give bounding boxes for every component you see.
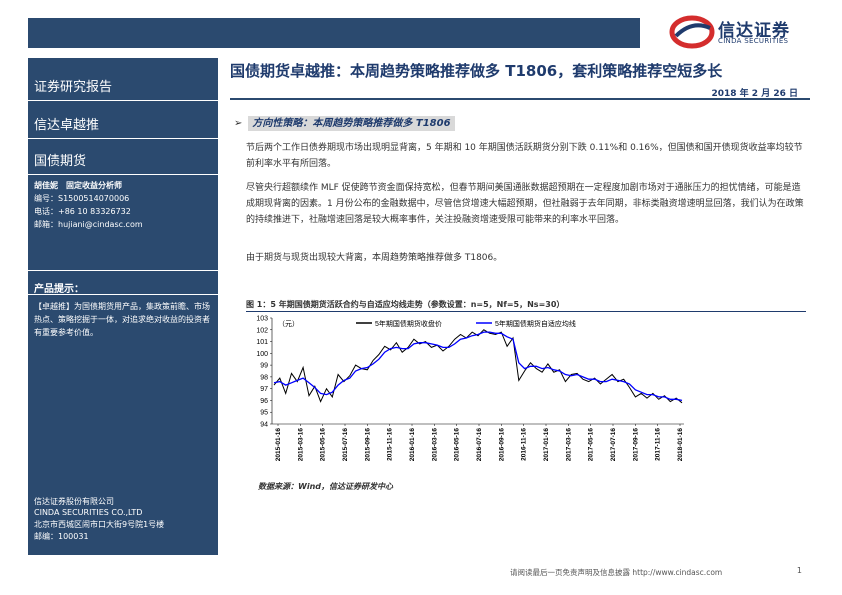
divider [28, 100, 218, 101]
arrow-icon: ➢ [234, 118, 243, 129]
divider [28, 174, 218, 175]
company-postcode: 邮编：100031 [34, 532, 89, 541]
company-address: 北京市西城区闹市口大街9号院1号楼 [34, 520, 165, 529]
x-tick-label: 2017-03-16 [565, 428, 572, 462]
y-tick-label: 99 [260, 363, 268, 370]
company-name-cn: 信达证券股份有限公司 [34, 497, 114, 506]
legend-label: 5年期国债期货收盘价 [375, 319, 442, 328]
y-tick-label: 97 [260, 386, 268, 393]
data-source: 数据来源：Wind，信达证券研发中心 [258, 482, 393, 491]
paragraph-2: 尽管央行超额续作 MLF 促使跨节资金面保持宽松，但春节期间美国通胀数据超预期在… [246, 183, 804, 225]
x-tick-label: 2016-11-16 [521, 428, 528, 461]
y-tick-label: 96 [260, 398, 268, 405]
brand-name: 信达证券 [718, 21, 790, 41]
section-heading: ➢ 方向性策略：本周趋势策略推荐做多 T1806 [234, 114, 455, 132]
x-tick-label: 2015-09-16 [364, 428, 371, 462]
header-bar [28, 18, 640, 48]
title-divider [230, 98, 810, 100]
y-tick-label: 94 [260, 422, 268, 429]
figure-title: 图 1：5 年期国债期货活跃合约与自适应均线走势（参数设置：n=5，Nf=5，N… [246, 300, 565, 309]
analyst-id: 编号：S1500514070006 [34, 194, 130, 203]
report-series: 信达卓越推 [34, 118, 100, 133]
price-chart: 94 95 96 97 98 99 100 101 102 103 （元） 2015-01-16 201… [256, 316, 684, 462]
x-tick-label: 2017-07-16 [610, 428, 617, 462]
section-label: 方向性策略：本周趋势策略推荐做多 T1806 [248, 116, 455, 131]
brand-name-en: CINDA SECURITIES [718, 37, 789, 45]
x-tick-label: 2017-09-16 [632, 428, 639, 462]
series-line-2 [273, 331, 683, 402]
cinda-logo-icon [669, 15, 715, 49]
x-tick-label: 2015-01-16 [275, 428, 282, 462]
paragraph-1: 节后两个工作日债券期现市场出现明显背离，5 年期和 10 年期国债活跃期货分别下… [246, 143, 803, 169]
report-date: 2018 年 2 月 26 日 [711, 89, 798, 99]
analyst-name: 胡佳妮 固定收益分析师 [34, 181, 122, 190]
paragraph-3: 由于期货与现货出现较大背离，本周趋势策略推荐做多 T1806。 [246, 253, 503, 263]
report-type: 证券研究报告 [34, 80, 113, 95]
page-title: 国债期货卓越推：本周趋势策略推荐做多 T1806，套利策略推荐空短多长 [230, 62, 723, 80]
series-line-1 [273, 329, 683, 404]
y-unit-label: （元） [278, 320, 299, 328]
divider [28, 294, 218, 295]
y-tick-label: 102 [256, 327, 268, 334]
analyst-phone: 电话：+86 10 83326732 [34, 207, 131, 216]
y-tick-label: 98 [260, 374, 268, 381]
page-number: 1 [796, 566, 802, 575]
product-tip-title: 产品提示： [34, 284, 84, 295]
y-tick-label: 101 [256, 339, 268, 346]
x-tick-label: 2018-01-16 [677, 428, 684, 462]
x-tick-label: 2016-03-16 [431, 428, 438, 462]
analyst-email[interactable]: 邮箱：hujiani@cindasc.com [34, 220, 143, 229]
x-tick-label: 2015-11-16 [387, 428, 394, 461]
x-tick-label: 2017-05-16 [588, 428, 595, 462]
x-tick-label: 2017-01-16 [543, 428, 550, 462]
sidebar: 证券研究报告 信达卓越推 国债期货 胡佳妮 固定收益分析师 编号：S150051… [28, 58, 218, 555]
product-tip-text: 【卓越推】为国债期货用产品，集政策前瞻、市场热点、策略挖掘于一体，对追求绝对收益… [34, 302, 210, 337]
x-tick-label: 2017-11-16 [655, 428, 662, 461]
x-tick-label: 2016-01-16 [409, 428, 416, 462]
x-tick-label: 2015-03-16 [297, 428, 304, 462]
x-tick-label: 2016-05-16 [454, 428, 461, 462]
x-tick-label: 2015-07-16 [342, 428, 349, 462]
y-tick-label: 103 [256, 316, 268, 323]
figure-divider [246, 311, 806, 312]
x-tick-label: 2016-09-16 [498, 428, 505, 462]
x-tick-label: 2016-07-16 [476, 428, 483, 462]
company-name-en: CINDA SECURITIES CO.,LTD [34, 508, 143, 517]
report-category: 国债期货 [34, 154, 87, 169]
divider [28, 138, 218, 139]
footer-disclaimer[interactable]: 请阅读最后一页免责声明及信息披露 http://www.cindasc.com [510, 568, 723, 577]
x-tick-label: 2015-05-16 [320, 428, 327, 462]
y-tick-label: 95 [260, 410, 268, 417]
y-tick-label: 100 [256, 351, 268, 358]
divider [28, 270, 218, 271]
legend-label: 5年期国债期货自适应均线 [495, 319, 576, 328]
